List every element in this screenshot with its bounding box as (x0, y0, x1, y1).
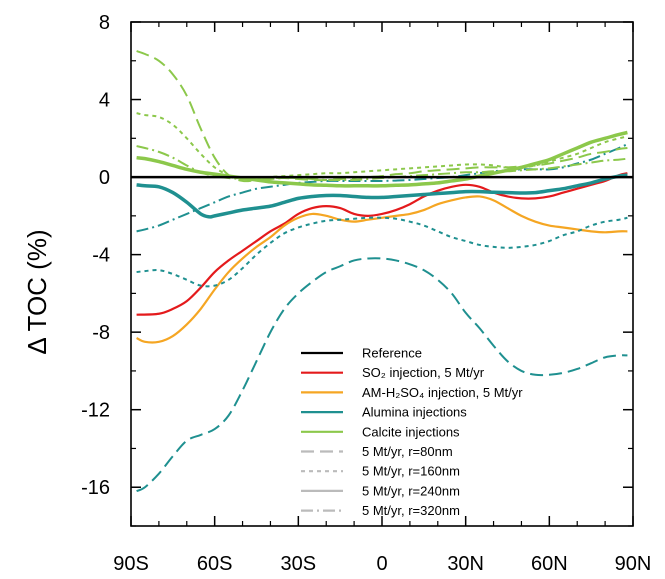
y-tick-label: -8 (92, 322, 110, 344)
x-tick-label: 90S (113, 553, 149, 575)
x-tick-label: 30N (447, 553, 484, 575)
legend-label: Calcite injections (362, 424, 460, 439)
series-line-alumina-r-80nm (136, 257, 628, 493)
legend-label: Reference (362, 346, 422, 361)
y-axis-label: Δ TOC (%) (22, 229, 52, 354)
x-tick-label: 60N (531, 553, 568, 575)
legend-label: SO₂ injection, 5 Mt/yr (362, 365, 485, 380)
series-layer (131, 50, 633, 493)
y-tick-label: 4 (99, 90, 110, 112)
legend-label: AM-H₂SO₄ injection, 5 Mt/yr (362, 385, 523, 400)
legend-label: 5 Mt/yr, r=160nm (362, 464, 460, 479)
series-line-calcite-r-80nm (136, 50, 628, 183)
legend: Reference SO₂ injection, 5 Mt/yr AM-H₂SO₄ … (301, 346, 523, 518)
y-tick-label: 8 (99, 12, 110, 34)
series-line-calcite-r-240nm (136, 130, 628, 188)
series-line-am-h-so-injection-5-mt-yr (136, 195, 628, 344)
x-tick-label: 0 (376, 553, 387, 575)
y-tick-label: 0 (99, 167, 110, 189)
x-tick-label: 30S (281, 553, 317, 575)
series-line-alumina-r-240nm (136, 173, 628, 219)
y-tick-label: -4 (92, 245, 110, 267)
series-line-calcite-r-160nm (136, 112, 628, 181)
y-tick-label: -12 (81, 400, 110, 422)
legend-label: 5 Mt/yr, r=320nm (362, 503, 460, 518)
legend-label: 5 Mt/yr, r=240nm (362, 483, 460, 498)
series-line-alumina-r-160nm (136, 216, 628, 288)
x-tick-label: 60S (197, 553, 233, 575)
axes-layer: 90S 60S 30S 0 30N 60N 90N 8 4 0 -4 -8 -12 -16 Δ TOC (%… (22, 12, 651, 575)
x-tick-label: 90N (615, 553, 652, 575)
legend-label: Alumina injections (362, 405, 467, 420)
series-line-so-injection-5-mt-yr (136, 172, 628, 316)
legend-label: 5 Mt/yr, r=80nm (362, 444, 453, 459)
y-tick-label: -16 (81, 477, 110, 499)
